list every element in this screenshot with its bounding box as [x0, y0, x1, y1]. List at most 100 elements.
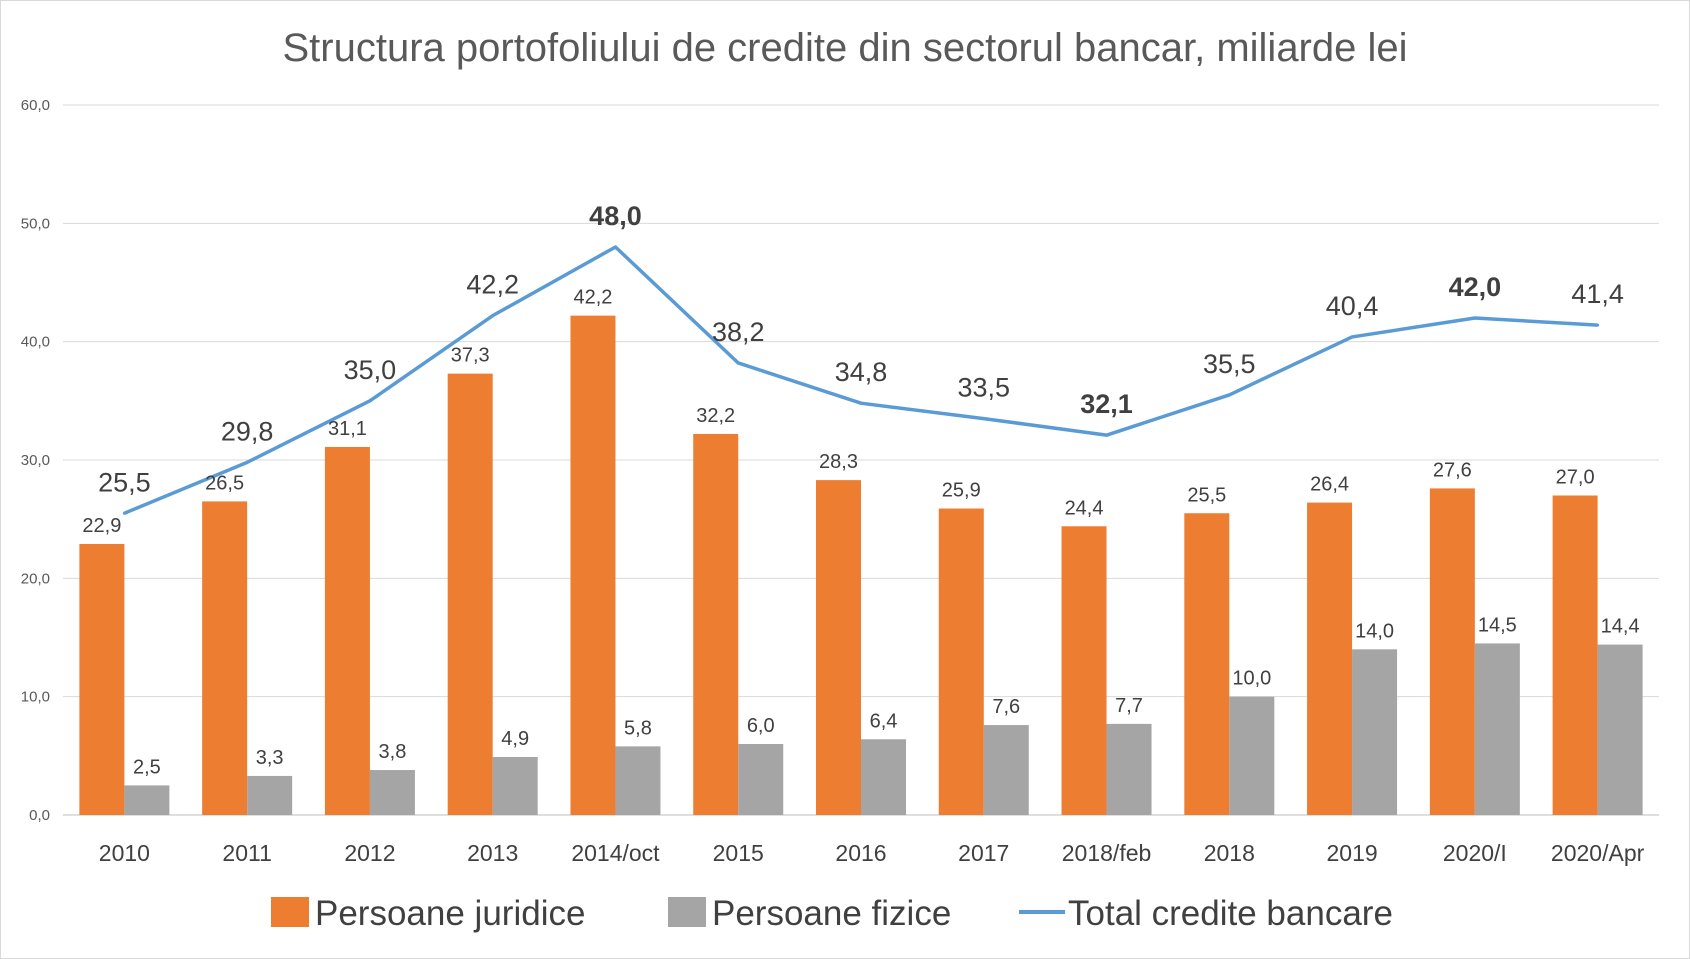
total-label: 29,8: [221, 416, 274, 446]
bar-fizice: [861, 739, 906, 815]
total-point: [122, 511, 126, 515]
bars: [79, 315, 1643, 815]
x-tick-label: 2018: [1204, 840, 1255, 866]
bar-label-fizice: 10,0: [1232, 668, 1271, 690]
y-tick-label: 20,0: [21, 570, 50, 587]
total-point: [859, 401, 863, 405]
bar-label-fizice: 14,4: [1601, 616, 1640, 638]
bar-label-fizice: 2,5: [133, 756, 161, 778]
x-tick-label: 2020/I: [1443, 840, 1507, 866]
bar-juridice: [1552, 495, 1598, 815]
bar-label-juridice: 32,2: [696, 405, 735, 427]
bar-label-juridice: 28,3: [819, 451, 858, 473]
legend-swatch-juridice: [271, 897, 309, 927]
bar-juridice: [1429, 488, 1475, 815]
x-tick-label: 2020/Apr: [1551, 840, 1645, 866]
bar-fizice: [492, 757, 538, 815]
x-tick-label: 2013: [467, 840, 518, 866]
bar-label-juridice: 24,4: [1065, 497, 1104, 519]
total-label: 41,4: [1571, 279, 1624, 309]
bar-juridice: [324, 446, 370, 815]
chart-title: Structura portofoliului de credite din s…: [282, 26, 1407, 70]
total-label: 35,0: [344, 355, 397, 385]
bar-label-fizice: 14,5: [1478, 614, 1517, 636]
bar-fizice: [615, 746, 661, 815]
total-point: [368, 399, 372, 403]
bar-label-fizice: 3,8: [379, 741, 407, 763]
total-label: 32,1: [1080, 389, 1133, 419]
x-tick-label: 2011: [222, 840, 271, 866]
bar-juridice: [447, 373, 493, 815]
total-label: 42,0: [1449, 272, 1502, 302]
y-tick-label: 60,0: [21, 97, 50, 114]
bar-fizice: [1474, 643, 1520, 815]
bar-fizice: [1106, 723, 1152, 815]
legend-swatch-fizice: [668, 897, 706, 927]
total-point: [491, 314, 495, 318]
bar-juridice: [816, 480, 861, 815]
total-label: 33,5: [957, 373, 1010, 403]
bar-label-fizice: 6,4: [870, 710, 898, 732]
bar-label-fizice: 4,9: [501, 728, 529, 750]
total-point: [1596, 323, 1600, 327]
x-tick-label: 2014/oct: [571, 840, 660, 866]
x-tick-label: 2012: [344, 840, 395, 866]
bar-fizice: [124, 785, 170, 815]
bar-label-juridice: 26,5: [205, 472, 244, 494]
bar-label-juridice: 27,0: [1556, 467, 1595, 489]
bar-label-juridice: 37,3: [451, 345, 490, 367]
bar-label-fizice: 5,8: [624, 717, 652, 739]
bar-fizice: [738, 744, 784, 815]
legend-label-juridice: Persoane juridice: [315, 894, 585, 933]
total-point: [245, 460, 249, 464]
total-point: [1350, 335, 1354, 339]
total-line: [122, 245, 1600, 515]
bar-juridice: [570, 315, 616, 815]
bar-label-juridice: 31,1: [328, 418, 367, 440]
bar-juridice: [1061, 526, 1107, 815]
bar-fizice: [369, 770, 415, 815]
x-tick-label: 2019: [1326, 840, 1377, 866]
legend-label-fizice: Persoane fizice: [712, 894, 951, 933]
total-point: [1473, 316, 1477, 320]
bar-fizice: [983, 725, 1029, 815]
total-point: [982, 417, 986, 421]
y-tick-label: 50,0: [21, 215, 50, 232]
total-label: 40,4: [1326, 291, 1379, 321]
bar-fizice: [1597, 644, 1643, 815]
bar-label-juridice: 27,6: [1433, 459, 1472, 481]
total-point: [613, 245, 617, 249]
bar-label-juridice: 26,4: [1310, 474, 1349, 496]
x-axis-ticks: 2010 2011 2012 2013 2014/oct 2015 2016 2017 2018…: [99, 840, 1645, 866]
total-point: [1227, 393, 1231, 397]
bar-juridice: [1184, 513, 1230, 815]
bar-label-fizice: 14,0: [1355, 620, 1394, 642]
bar-juridice: [1307, 502, 1353, 815]
y-tick-label: 0,0: [29, 807, 50, 824]
bar-label-juridice: 25,5: [1187, 484, 1226, 506]
total-point: [1105, 433, 1109, 437]
total-label: 42,2: [466, 270, 519, 300]
bar-juridice: [693, 433, 739, 815]
bar-label-juridice: 22,9: [82, 515, 121, 537]
x-tick-label: 2018/feb: [1062, 840, 1152, 866]
total-label: 25,5: [98, 467, 151, 497]
bar-juridice: [938, 508, 984, 815]
total-label: 34,8: [835, 357, 888, 387]
total-point: [736, 361, 740, 365]
legend-label-total: Total credite bancare: [1068, 894, 1393, 933]
total-label: 48,0: [589, 201, 642, 231]
y-tick-label: 10,0: [21, 689, 50, 706]
y-tick-label: 40,0: [21, 334, 50, 351]
bar-label-fizice: 7,6: [992, 696, 1020, 718]
bar-fizice: [1229, 696, 1275, 815]
legend: Persoane juridice Persoane fizice Total …: [271, 894, 1393, 933]
bar-label-fizice: 7,7: [1115, 695, 1143, 717]
bar-juridice: [79, 544, 125, 815]
x-tick-label: 2015: [713, 840, 764, 866]
y-tick-label: 30,0: [21, 452, 50, 469]
total-label: 35,5: [1203, 349, 1256, 379]
bar-label-fizice: 3,3: [256, 747, 284, 769]
bar-fizice: [1352, 649, 1398, 815]
